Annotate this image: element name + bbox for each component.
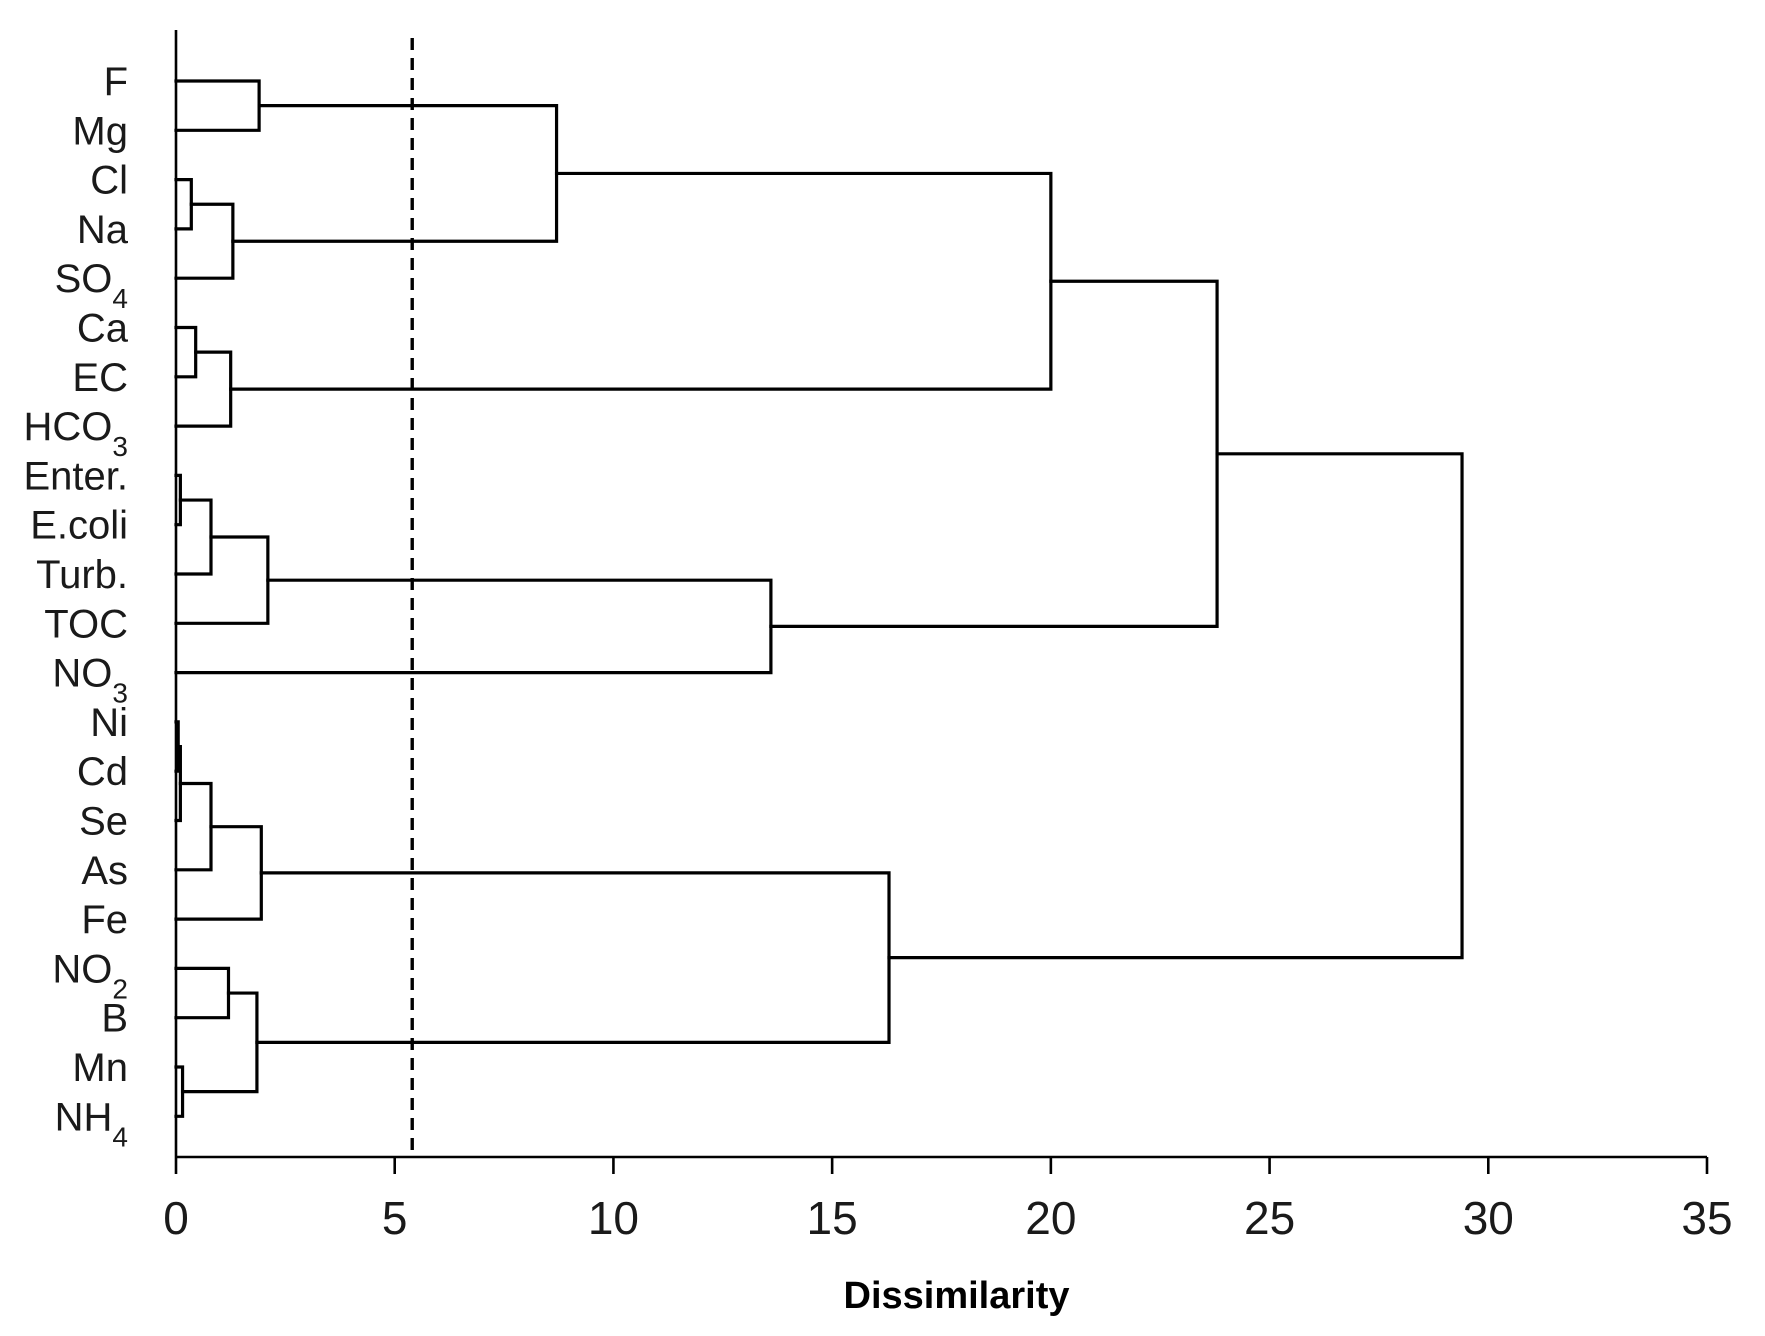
- dendrogram-branch: [769, 279, 1219, 628]
- dendrogram-branch: [229, 171, 1053, 391]
- leaf-label: Ni: [90, 701, 128, 745]
- dendrogram-branch: [174, 79, 261, 132]
- x-axis-title: Dissimilarity: [844, 1275, 1070, 1317]
- leaf-label: Se: [79, 800, 128, 844]
- dendrogram-branch: [255, 871, 891, 1044]
- x-tick-label: 20: [1025, 1192, 1076, 1244]
- x-axis-ticks: 0 5 10 15 20 25 30 35: [163, 1157, 1733, 1244]
- dendrogram-branch: [174, 350, 233, 428]
- leaf-label: NO3: [52, 652, 128, 709]
- x-tick-label: 25: [1244, 1192, 1295, 1244]
- x-tick-label: 35: [1681, 1192, 1732, 1244]
- leaf-label: Ca: [77, 307, 129, 351]
- dendrogram-branch: [174, 578, 773, 675]
- leaf-label: EC: [72, 356, 128, 400]
- leaf-label: F: [104, 60, 128, 104]
- dendrogram-branch: [174, 178, 193, 231]
- leaf-label: NH4: [55, 1095, 128, 1152]
- leaf-label: B: [101, 997, 128, 1041]
- dendrogram-branch: [180, 991, 259, 1094]
- dendrogram-branches: [174, 79, 1464, 1118]
- x-tick-label: 0: [163, 1192, 189, 1244]
- dendrogram-branch: [231, 104, 559, 243]
- leaf-label: Cd: [77, 750, 128, 794]
- leaf-label: E.coli: [30, 504, 128, 548]
- dendrogram-branch: [174, 535, 270, 625]
- leaf-label: Na: [77, 208, 129, 252]
- leaf-label: HCO3: [24, 405, 128, 462]
- x-tick-label: 30: [1463, 1192, 1514, 1244]
- leaf-label: Mn: [72, 1046, 128, 1090]
- dendrogram-branch: [174, 966, 231, 1020]
- x-tick-label: 10: [588, 1192, 639, 1244]
- dendrogram-branch: [174, 325, 198, 379]
- leaf-label: Turb.: [36, 553, 128, 597]
- leaf-label: Mg: [72, 109, 128, 153]
- x-tick-label: 15: [807, 1192, 858, 1244]
- dendrogram-branch: [887, 452, 1464, 960]
- leaf-label: Cl: [90, 159, 128, 203]
- leaf-label: As: [81, 849, 128, 893]
- leaf-label: Fe: [81, 898, 128, 942]
- leaf-label: Enter.: [23, 454, 128, 498]
- dendrogram-branch: [174, 825, 263, 921]
- leaf-label: NO2: [52, 947, 128, 1004]
- x-tick-label: 5: [382, 1192, 408, 1244]
- leaf-label: SO4: [55, 257, 128, 314]
- leaf-label: TOC: [44, 602, 128, 646]
- dendrogram-branch: [174, 202, 235, 280]
- axes: 0 5 10 15 20 25 30 35: [163, 30, 1733, 1244]
